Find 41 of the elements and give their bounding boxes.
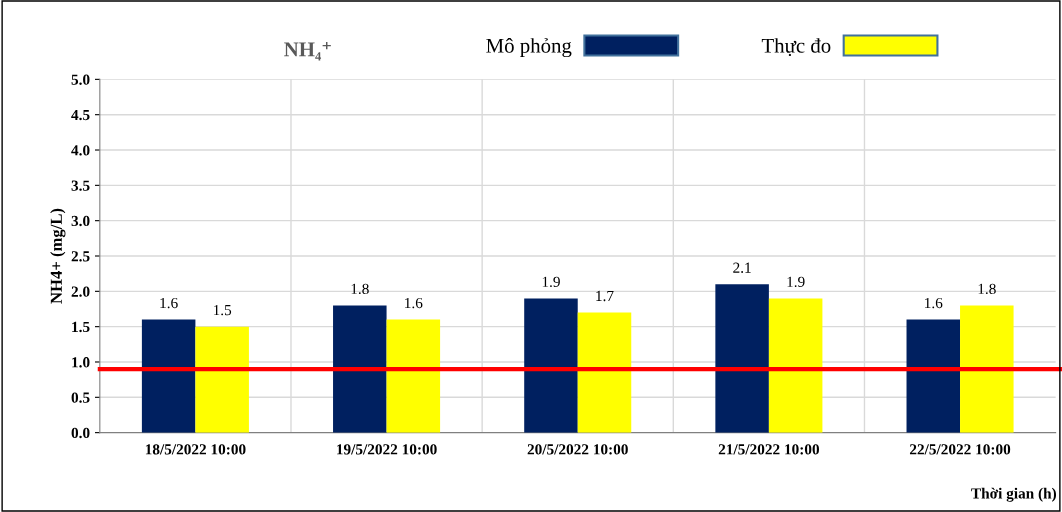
bar	[715, 284, 769, 433]
bar	[141, 319, 196, 433]
bar	[577, 312, 632, 433]
x-axis-title: Thời gian (h)	[971, 487, 1057, 502]
data-label: 1.9	[787, 276, 805, 288]
bar	[906, 319, 961, 433]
x-tick-label: 19/5/2022 10:00	[337, 444, 437, 455]
x-tick-label: 21/5/2022 10:00	[718, 444, 820, 455]
bar	[386, 319, 441, 433]
chart-title: NH₄⁺	[284, 42, 331, 61]
legend-label: Thực đo	[761, 38, 831, 57]
data-label: 1.6	[925, 297, 943, 309]
data-label: 1.8	[351, 283, 369, 295]
y-tick-label: 0.5	[71, 392, 90, 403]
x-tick-label: 22/5/2022 10:00	[909, 444, 1011, 455]
bar	[333, 305, 387, 433]
data-label: 2.1	[733, 262, 751, 273]
y-axis-title: NH4+ (mg/L)	[50, 208, 66, 304]
data-label: 1.5	[213, 304, 232, 316]
bar	[524, 298, 578, 433]
x-tick-label: 20/5/2022 10:00	[527, 444, 628, 455]
y-tick-label: 2.5	[71, 251, 90, 262]
y-tick-label: 3.5	[71, 180, 90, 191]
bar	[960, 305, 1014, 433]
y-tick-label: 4.5	[71, 109, 90, 121]
y-tick-label: 5.0	[71, 74, 90, 85]
y-tick-label: 3.0	[71, 215, 90, 227]
bar	[195, 326, 249, 433]
data-label: 1.7	[596, 290, 614, 302]
y-tick-label: 4.0	[71, 145, 90, 156]
data-label: 1.8	[978, 283, 996, 295]
y-tick-label: 1.5	[72, 321, 90, 333]
data-label: 1.6	[160, 297, 178, 309]
y-tick-label: 1.0	[72, 357, 90, 368]
data-label: 1.6	[405, 297, 423, 309]
data-label: 1.9	[542, 276, 560, 288]
y-tick-label: 2.0	[71, 286, 90, 297]
x-tick-label: 18/5/2022 10:00	[145, 444, 246, 455]
bar	[768, 298, 823, 433]
legend-label: Mô phỏng	[486, 38, 572, 58]
y-tick-label: 0.0	[71, 427, 90, 439]
